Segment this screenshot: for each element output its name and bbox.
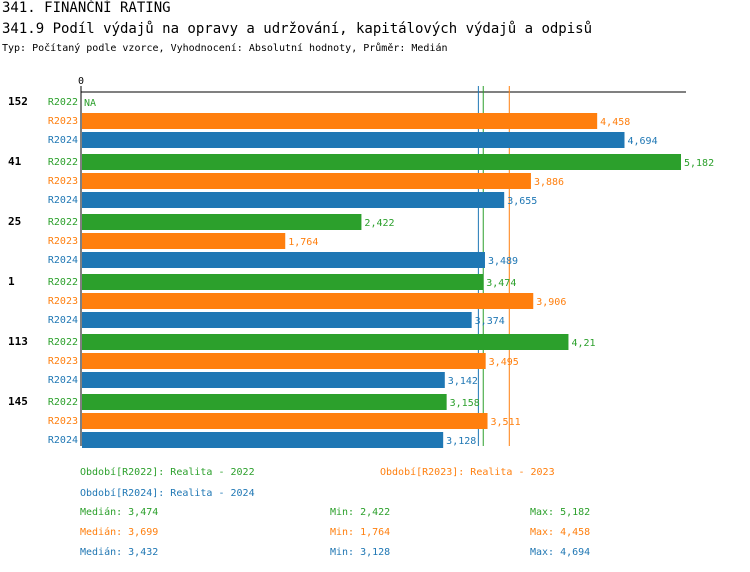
bar-r2023 — [82, 293, 534, 309]
bar-r2022 — [82, 334, 569, 350]
data-label: 3,158 — [450, 398, 480, 409]
data-label: 2,422 — [364, 218, 394, 229]
data-label: 3,495 — [489, 357, 519, 368]
median-r2023: Medián: 3,699 — [80, 527, 159, 538]
bar-r2024 — [82, 372, 445, 388]
category-label: 152 — [8, 95, 28, 108]
data-label: 5,182 — [684, 158, 714, 169]
median-r2024: Medián: 3,432 — [80, 547, 159, 558]
legend-r2022: Období[R2022]: Realita - 2022 — [80, 467, 255, 478]
data-label: 3,906 — [536, 297, 566, 308]
x-tick-label-0: 0 — [78, 76, 84, 87]
series-label: R2024 — [48, 135, 78, 146]
series-label: R2023 — [48, 116, 78, 127]
min-r2022: Min: 2,422 — [330, 507, 391, 518]
max-r2024: Max: 4,694 — [530, 547, 591, 558]
bar-r2023 — [82, 413, 488, 429]
series-label: R2022 — [48, 277, 78, 288]
category-label: 113 — [8, 335, 28, 348]
data-label: 3,489 — [488, 256, 518, 267]
series-label: R2023 — [48, 416, 78, 427]
bar-r2023 — [82, 353, 486, 369]
series-label: R2023 — [48, 356, 78, 367]
series-label: R2023 — [48, 296, 78, 307]
data-label: 3,886 — [534, 177, 564, 188]
series-label: R2024 — [48, 315, 78, 326]
max-r2023: Max: 4,458 — [530, 527, 591, 538]
bar-r2024 — [82, 252, 485, 268]
legend-r2024: Období[R2024]: Realita - 2024 — [80, 488, 255, 499]
data-label: 3,128 — [446, 436, 476, 447]
bar-r2022 — [82, 274, 484, 290]
data-label: 3,655 — [507, 196, 537, 207]
series-label: R2022 — [48, 337, 78, 348]
series-label: R2024 — [48, 435, 78, 446]
data-label: NA — [84, 98, 96, 109]
data-label: 1,764 — [288, 237, 318, 248]
data-label: 3,474 — [486, 278, 516, 289]
legend-r2023: Období[R2023]: Realita - 2023 — [380, 467, 555, 478]
category-label: 145 — [8, 395, 28, 408]
bar-r2024 — [82, 312, 472, 328]
category-label: 41 — [8, 155, 22, 168]
series-label: R2022 — [48, 217, 78, 228]
data-label: 4,458 — [600, 117, 630, 128]
bar-r2022 — [82, 394, 447, 410]
bar-r2022 — [82, 214, 362, 230]
data-label: 3,511 — [491, 417, 521, 428]
bar-r2023 — [82, 173, 531, 189]
series-label: R2023 — [48, 236, 78, 247]
median-r2022: Medián: 3,474 — [80, 507, 159, 518]
bar-r2024 — [82, 132, 625, 148]
min-r2023: Min: 1,764 — [330, 527, 391, 538]
data-label: 4,694 — [627, 136, 657, 147]
bar-chart: 0 152 R2022 NA R2023 4,458 R2024 4,694 41 R2022 5,… — [8, 76, 714, 448]
max-r2022: Max: 5,182 — [530, 507, 591, 518]
series-label: R2022 — [48, 97, 78, 108]
series-label: R2023 — [48, 176, 78, 187]
min-r2024: Min: 3,128 — [330, 547, 391, 558]
chart-subtitle: 341.9 Podíl výdajů na opravy a udržování… — [2, 21, 593, 37]
series-label: R2024 — [48, 195, 78, 206]
bar-r2023 — [82, 233, 286, 249]
bar-r2023 — [82, 113, 598, 129]
series-label: R2024 — [48, 375, 78, 386]
chart-type-line: Typ: Počítaný podle vzorce, Vyhodnocení:… — [2, 43, 448, 54]
bar-r2024 — [82, 432, 444, 448]
bar-r2022 — [82, 154, 681, 170]
bar-r2024 — [82, 192, 505, 208]
data-label: 4,21 — [571, 338, 595, 349]
series-label: R2022 — [48, 157, 78, 168]
series-label: R2024 — [48, 255, 78, 266]
category-label: 1 — [8, 275, 15, 288]
data-label: 3,374 — [475, 316, 505, 327]
chart-title: 341. FINANČNÍ RATING — [2, 0, 171, 16]
category-label: 25 — [8, 215, 21, 228]
data-label: 3,142 — [448, 376, 478, 387]
series-label: R2022 — [48, 397, 78, 408]
